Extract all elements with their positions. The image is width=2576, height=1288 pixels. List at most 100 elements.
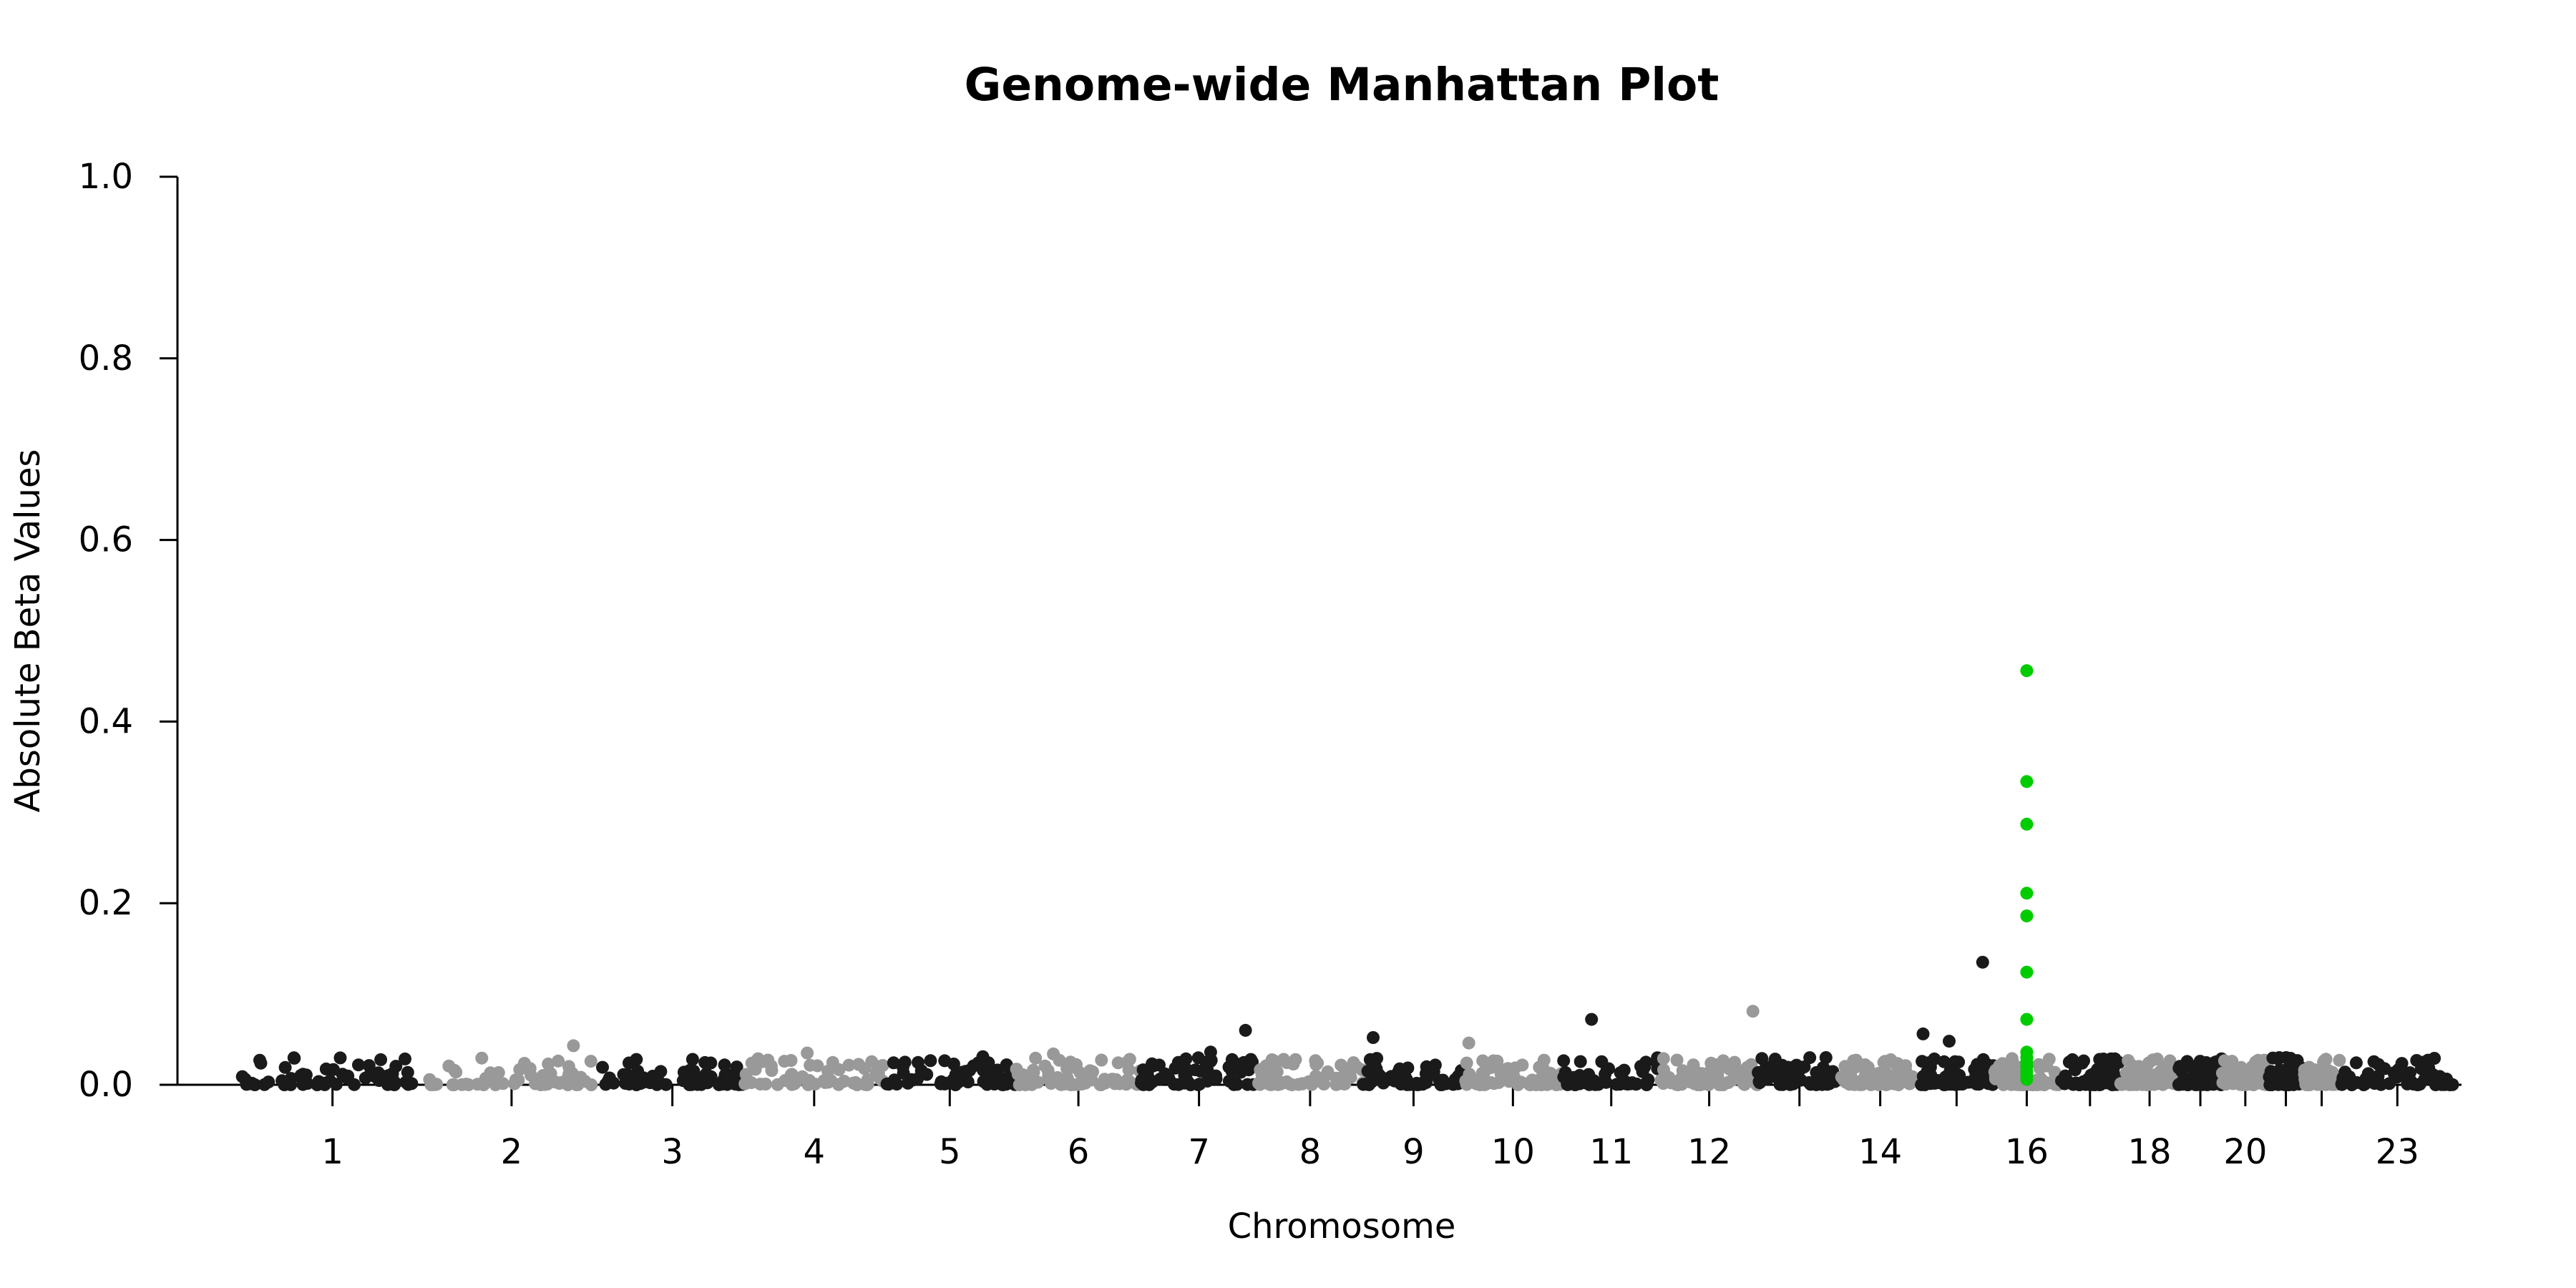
data-point: [1670, 1053, 1684, 1067]
data-point: [1476, 1054, 1490, 1068]
x-axis: 1 2 3 4 5 6 7 8 9 10 11 12 14 16 18 20 23: [177, 1083, 2462, 1172]
data-point: [2317, 1055, 2331, 1069]
data-point: [1143, 1074, 1156, 1088]
data-point: [1535, 1063, 1548, 1076]
data-point: [2265, 1071, 2279, 1085]
data-point: [2249, 1055, 2263, 1069]
data-point: [1931, 1076, 1945, 1090]
data-point: [374, 1053, 388, 1066]
data-point: [1657, 1052, 1670, 1065]
highlight-point: [2020, 909, 2034, 922]
data-point: [1070, 1058, 1083, 1071]
data-point: [1516, 1058, 1529, 1072]
data-point: [552, 1054, 565, 1068]
data-point: [2087, 1073, 2101, 1086]
data-point: [1254, 1063, 1267, 1077]
data-point: [1557, 1054, 1571, 1068]
x-tick-label: 18: [2128, 1132, 2172, 1172]
data-point: [1768, 1053, 1782, 1066]
data-point: [764, 1059, 778, 1073]
data-point: [352, 1058, 365, 1072]
data-point: [718, 1068, 732, 1082]
data-point: [386, 1067, 399, 1080]
x-tick-label: 10: [1491, 1132, 1535, 1172]
y-axis: 0.0 0.2 0.4 0.6 0.8 1.0: [79, 157, 179, 1105]
data-points: [235, 664, 2459, 1091]
data-point: [1819, 1051, 1833, 1064]
x-tick-label: 20: [2223, 1132, 2267, 1172]
x-tick-label: 1: [321, 1132, 343, 1172]
data-point: [890, 1078, 904, 1091]
data-point: [475, 1051, 489, 1065]
data-point: [2367, 1055, 2381, 1068]
data-point: [333, 1051, 347, 1065]
data-point: [562, 1067, 576, 1080]
data-point: [1189, 1063, 1202, 1077]
data-point: [2116, 1078, 2129, 1091]
data-point: [248, 1078, 262, 1091]
data-point: [1371, 1073, 1385, 1086]
data-point: [1868, 1075, 1882, 1089]
data-point: [704, 1056, 718, 1070]
data-point: [296, 1078, 310, 1091]
data-point: [1401, 1077, 1415, 1091]
data-point: [318, 1078, 331, 1091]
data-point: [2235, 1060, 2248, 1074]
highlight-point: [2020, 664, 2034, 678]
data-point: [399, 1052, 411, 1065]
data-point: [447, 1078, 461, 1091]
data-point: [1122, 1063, 1136, 1077]
data-point: [691, 1078, 704, 1091]
data-point: [1229, 1058, 1242, 1071]
data-point: [718, 1058, 731, 1072]
highlight-point: [2020, 775, 2034, 789]
data-point: [2421, 1053, 2435, 1067]
data-point: [1259, 1073, 1273, 1086]
data-point: [1746, 1005, 1760, 1018]
data-point: [938, 1054, 952, 1068]
data-point: [1916, 1027, 1930, 1040]
data-point: [2172, 1061, 2186, 1075]
data-point: [914, 1064, 928, 1078]
data-point: [2069, 1063, 2082, 1077]
data-point: [2349, 1056, 2363, 1070]
y-tick-label: 0.0: [79, 1065, 133, 1105]
data-point: [538, 1075, 552, 1088]
data-point: [1861, 1060, 1875, 1074]
x-tick-label: 12: [1687, 1132, 1731, 1172]
data-point: [686, 1053, 699, 1066]
data-point: [1169, 1061, 1182, 1075]
x-tick-label: 16: [2005, 1132, 2049, 1172]
data-point: [1204, 1045, 1217, 1059]
data-point: [824, 1074, 838, 1087]
data-point: [1762, 1070, 1776, 1084]
data-point: [584, 1055, 597, 1068]
data-point: [1501, 1062, 1515, 1075]
data-point: [1460, 1056, 1473, 1070]
data-point: [1776, 1078, 1790, 1091]
data-point: [1969, 1073, 1983, 1086]
data-point: [1640, 1078, 1654, 1091]
data-point: [2391, 1065, 2405, 1079]
y-tick-label: 0.8: [79, 338, 133, 379]
data-point: [1027, 1063, 1040, 1077]
highlight-point: [2020, 1013, 2034, 1026]
data-point: [1367, 1062, 1380, 1075]
data-point: [549, 1075, 562, 1089]
x-axis-label: Chromosome: [1228, 1206, 1456, 1246]
data-point: [258, 1078, 271, 1091]
data-point: [278, 1060, 292, 1074]
data-point: [358, 1071, 372, 1085]
data-point: [865, 1055, 879, 1068]
data-point: [1265, 1053, 1279, 1066]
data-point: [1277, 1053, 1290, 1066]
data-point: [1459, 1074, 1473, 1088]
data-point: [1018, 1078, 1032, 1091]
data-point: [1787, 1060, 1801, 1073]
data-point: [1446, 1078, 1460, 1091]
data-point: [1153, 1073, 1167, 1085]
data-point: [2371, 1070, 2385, 1083]
data-point: [2340, 1074, 2353, 1088]
data-point: [738, 1077, 752, 1091]
highlight-point: [2020, 817, 2034, 831]
